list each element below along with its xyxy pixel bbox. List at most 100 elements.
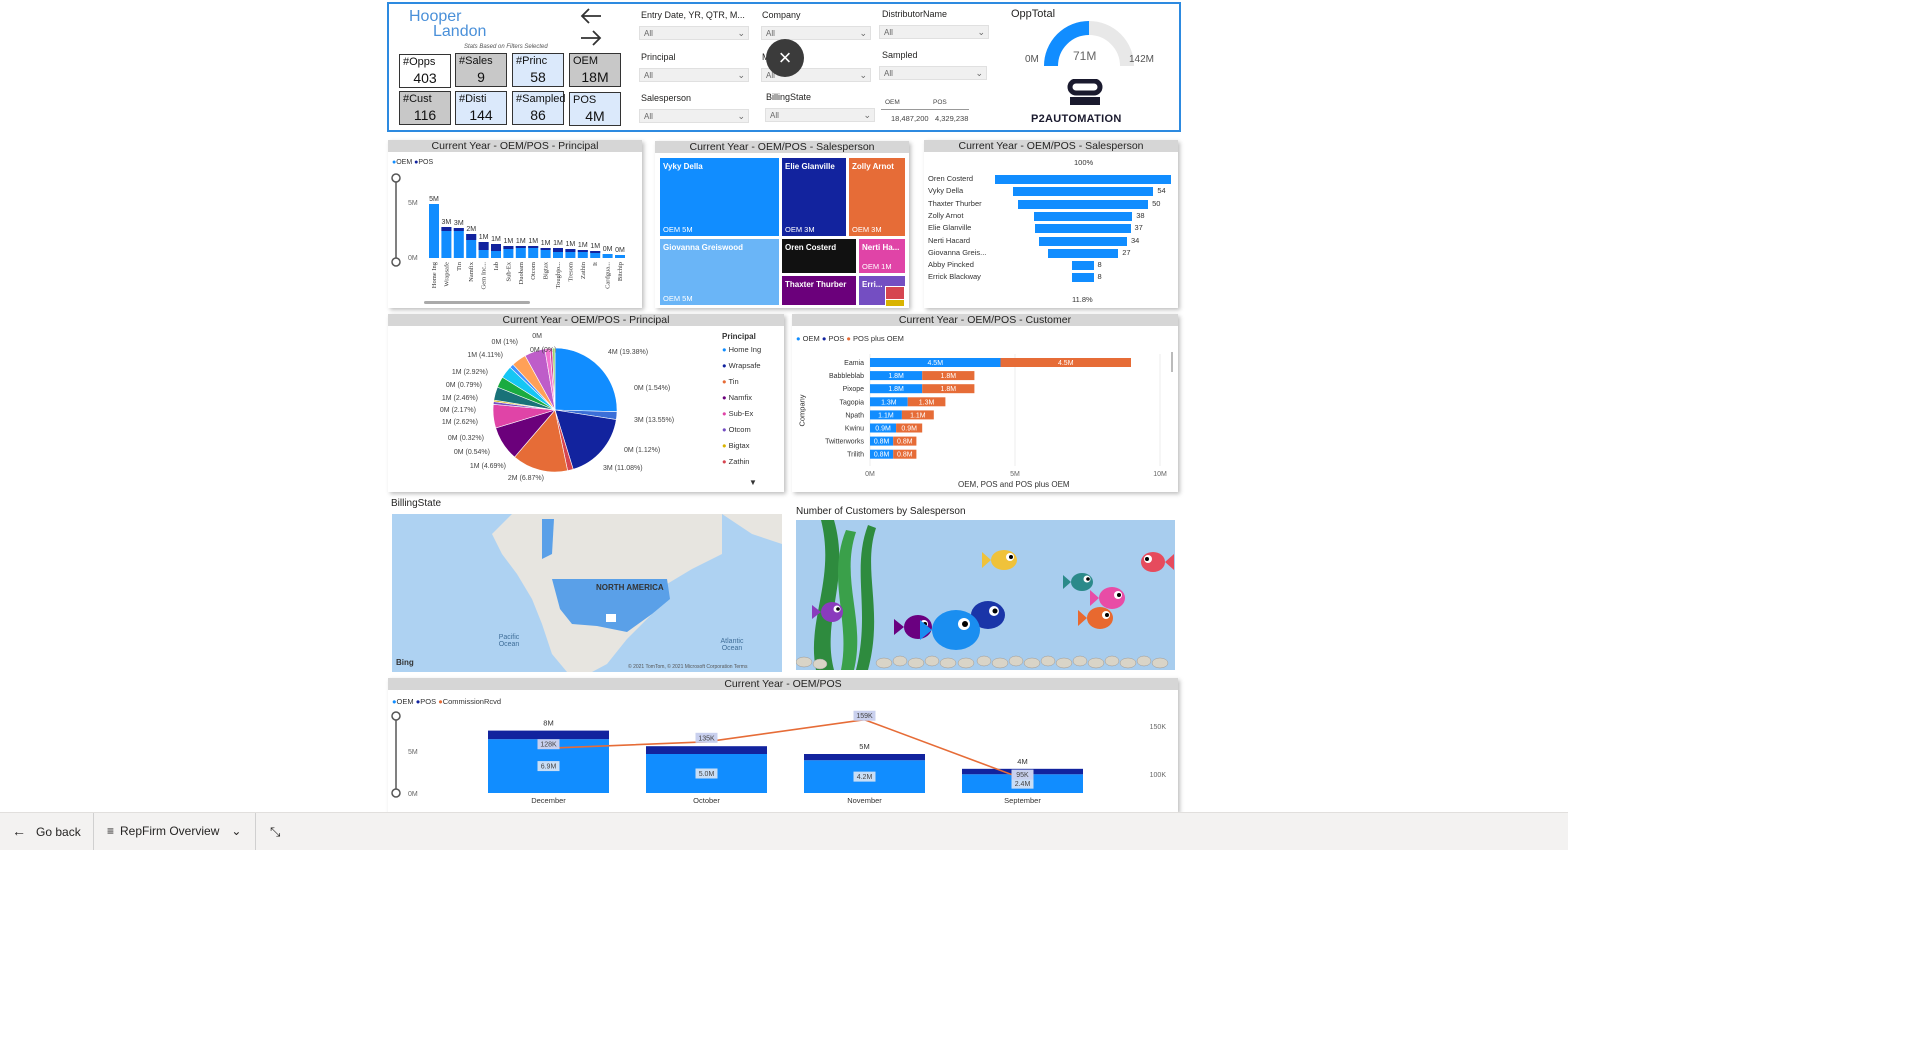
total-label: 5M bbox=[859, 742, 869, 751]
bar-pos-plus-oem bbox=[922, 384, 975, 394]
funnel-value: 38 bbox=[1136, 210, 1145, 220]
funnel-bar[interactable] bbox=[1047, 248, 1119, 258]
data-label: 1M bbox=[516, 238, 526, 245]
legend-item[interactable]: ● Bigtax bbox=[722, 441, 749, 450]
kpi-card-oem[interactable]: OEM 18M bbox=[569, 53, 621, 87]
bar-pos-plus-oem bbox=[907, 397, 946, 407]
slice-label: 0M (1.54%) bbox=[634, 385, 670, 392]
bar-pos bbox=[577, 250, 588, 252]
exit-fullscreen-button[interactable]: ⤡ bbox=[270, 813, 290, 850]
category-label: Bigtax bbox=[543, 261, 550, 279]
kpi-value: 116 bbox=[413, 107, 437, 123]
funnel-bar[interactable] bbox=[1039, 236, 1127, 246]
category-label: Kwinu bbox=[845, 426, 864, 433]
monthly-combo-chart: 5M0M150K100K8M6.9MDecember6M5.0MOctober5… bbox=[391, 710, 1166, 805]
legend-label: Wrapsafe bbox=[728, 361, 761, 370]
treemap-cell[interactable]: Zolly Arnot OEM 3M bbox=[848, 157, 906, 237]
billingstate-map[interactable]: NORTH AMERICA Pacific Ocean Atlantic Oce… bbox=[392, 514, 782, 672]
slice-label: 1M (2.62%) bbox=[442, 419, 478, 426]
legend-pos: POS bbox=[420, 697, 437, 706]
commission-label: 159K bbox=[856, 713, 873, 720]
funnel-category-label: Oren Costerd bbox=[928, 174, 974, 183]
commission-label: 135K bbox=[698, 735, 715, 742]
legend-item[interactable]: ● Zathin bbox=[722, 457, 749, 466]
data-label: 1.8M bbox=[941, 373, 957, 380]
treemap-cell[interactable]: Nerti Ha... OEM 1M bbox=[858, 238, 906, 274]
treemap-cell[interactable]: Giovanna Greiswood OEM 5M bbox=[659, 238, 780, 306]
p2-logo-icon bbox=[1067, 78, 1105, 114]
kpi-card-cust[interactable]: #Cust 116 bbox=[399, 91, 451, 125]
funnel-bar[interactable] bbox=[995, 175, 1171, 184]
x-tick: 5M bbox=[1010, 471, 1020, 478]
treemap-cell-small[interactable] bbox=[885, 299, 905, 307]
category-label: Twitterworks bbox=[825, 439, 864, 446]
kpi-card-sampled[interactable]: #Sampled 86 bbox=[512, 91, 566, 125]
category-label: Iab bbox=[493, 262, 500, 270]
funnel-bar[interactable] bbox=[1035, 224, 1131, 234]
funnel-bar[interactable] bbox=[1033, 211, 1133, 221]
data-label: 0M bbox=[615, 247, 625, 254]
category-label: Sub-Ex bbox=[505, 261, 512, 281]
aquarium-title: Number of Customers by Salesperson bbox=[796, 506, 966, 517]
aquarium-visual[interactable] bbox=[796, 520, 1175, 670]
funnel-bottom-label: 11.8% bbox=[1072, 295, 1093, 304]
bar-oem bbox=[429, 204, 439, 258]
treemap-cell-value: OEM 1M bbox=[862, 262, 892, 271]
chevron-down-icon: ⌄ bbox=[975, 68, 983, 78]
slicer-entry-date[interactable]: All ⌄ bbox=[639, 26, 749, 40]
treemap-cell-value: OEM 3M bbox=[785, 225, 815, 234]
back-arrow-icon[interactable] bbox=[579, 7, 603, 30]
close-button[interactable]: × bbox=[766, 39, 804, 77]
treemap-cell[interactable]: Oren Costerd bbox=[781, 238, 857, 274]
total-label: 8M bbox=[543, 719, 553, 728]
chevron-down-icon: ⌄ bbox=[737, 28, 745, 38]
slicer-company[interactable]: All ⌄ bbox=[761, 26, 871, 40]
slicer-principal[interactable]: All ⌄ bbox=[639, 68, 749, 82]
kpi-card-disti[interactable]: #Disti 144 bbox=[455, 91, 507, 125]
funnel-bar[interactable] bbox=[1017, 199, 1149, 209]
chevron-down-icon: ⌄ bbox=[737, 111, 745, 121]
legend-item[interactable]: ● Otcom bbox=[722, 425, 751, 434]
legend-scroll-down-icon[interactable]: ▼ bbox=[749, 478, 757, 487]
bar-oem bbox=[870, 449, 894, 459]
legend-dot-icon: ● bbox=[821, 334, 827, 343]
fish-icon bbox=[1090, 587, 1125, 609]
kpi-label: POS bbox=[573, 94, 597, 106]
bar-oem bbox=[565, 249, 576, 258]
kpi-card-princ[interactable]: #Princ 58 bbox=[512, 53, 564, 87]
slicer-billingstate[interactable]: All ⌄ bbox=[765, 108, 875, 122]
label-bg bbox=[853, 771, 876, 782]
panel-title: Current Year - OEM/POS bbox=[388, 678, 1178, 690]
bar-oem bbox=[453, 228, 464, 258]
slicer-sampled[interactable]: All ⌄ bbox=[879, 66, 987, 80]
kpi-card-opps[interactable]: #Opps 403 bbox=[399, 54, 451, 88]
slicer-label-distributor: DistributorName bbox=[882, 9, 948, 19]
funnel-bar[interactable] bbox=[1072, 261, 1094, 271]
page-selector[interactable]: ≡ RepFirm Overview ⌄ bbox=[107, 813, 247, 850]
legend-item[interactable]: ● Tin bbox=[722, 377, 739, 386]
treemap-cell[interactable]: Thaxter Thurber bbox=[781, 275, 857, 306]
funnel-bar[interactable] bbox=[1072, 273, 1094, 283]
bar-pos bbox=[565, 249, 576, 252]
legend-item[interactable]: ● Namfix bbox=[722, 393, 752, 402]
funnel-top-label: 100% bbox=[1074, 158, 1094, 167]
kpi-card-sales[interactable]: #Sales 9 bbox=[455, 53, 507, 87]
bar-pos bbox=[488, 730, 609, 740]
label-bg bbox=[1011, 769, 1034, 780]
legend-dot-icon: ● bbox=[722, 393, 729, 402]
slicer-salesperson[interactable]: All ⌄ bbox=[639, 109, 749, 123]
kpi-card-pos[interactable]: POS 4M bbox=[569, 92, 621, 126]
map-marker bbox=[606, 614, 616, 622]
treemap-cell[interactable]: Vyky Della OEM 5M bbox=[659, 157, 780, 237]
funnel-category-label: Thaxter Thurber bbox=[928, 198, 982, 208]
legend-item[interactable]: ● Wrapsafe bbox=[722, 361, 761, 370]
legend-commission: CommissionRcvd bbox=[442, 697, 502, 706]
slicer-distributor[interactable]: All ⌄ bbox=[879, 25, 989, 39]
forward-arrow-icon[interactable] bbox=[579, 29, 603, 52]
legend-item[interactable]: ● Home Ing bbox=[722, 345, 761, 354]
month-label: September bbox=[1004, 796, 1041, 805]
treemap-cell[interactable]: Elie Glanville OEM 3M bbox=[781, 157, 847, 237]
legend-item[interactable]: ● Sub-Ex bbox=[722, 409, 753, 418]
go-back-button[interactable]: ← Go back bbox=[12, 813, 92, 850]
funnel-bar[interactable] bbox=[1012, 187, 1154, 197]
